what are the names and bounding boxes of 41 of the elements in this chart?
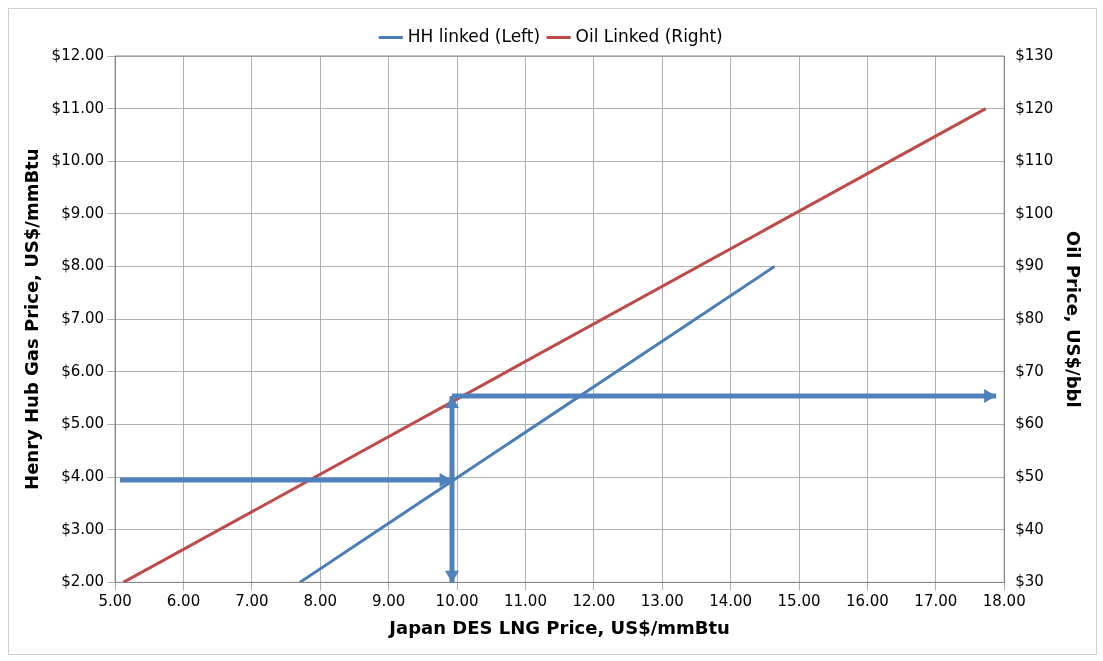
y-tick-label: $2.00 xyxy=(61,572,105,591)
x-tick-label: 9.00 xyxy=(371,592,406,611)
y2-tick-label: $100 xyxy=(1015,203,1054,222)
y-tick-label: $12.00 xyxy=(51,45,105,64)
legend-label: Oil Linked (Right) xyxy=(575,25,723,46)
x-tick-label: 18.00 xyxy=(982,592,1026,611)
y-tick-label: $5.00 xyxy=(61,414,105,433)
y2-tick-label: $40 xyxy=(1015,519,1044,538)
y2-axis-title: Oil Price, US$/bbl xyxy=(1062,230,1084,408)
y-tick-label: $11.00 xyxy=(51,98,105,117)
x-tick-label: 8.00 xyxy=(303,592,337,611)
y2-tick-label: $80 xyxy=(1015,309,1044,328)
x-tick-label: 15.00 xyxy=(777,592,821,611)
y2-tick-label: $90 xyxy=(1015,256,1044,275)
x-tick-label: 12.00 xyxy=(572,592,616,611)
y-tick-label: $7.00 xyxy=(61,309,105,328)
x-tick-label: 5.00 xyxy=(98,592,132,611)
y-axis-title: Henry Hub Gas Price, US$/mmBtu xyxy=(21,148,43,490)
y-tick-label: $8.00 xyxy=(61,256,105,275)
y2-tick-label: $30 xyxy=(1015,572,1044,591)
legend-label: HH linked (Left) xyxy=(407,25,541,46)
x-tick-label: 11.00 xyxy=(503,592,547,611)
y2-tick-label: $120 xyxy=(1015,98,1054,117)
y-tick-label: $3.00 xyxy=(61,519,105,538)
x-tick-label: 14.00 xyxy=(709,592,753,611)
x-tick-label: 6.00 xyxy=(166,592,201,611)
x-tick-label: 10.00 xyxy=(435,592,479,611)
x-tick-label: 7.00 xyxy=(235,592,269,611)
y2-tick-label: $50 xyxy=(1015,467,1044,486)
x-axis-title: Japan DES LNG Price, US$/mmBtu xyxy=(387,616,730,638)
y-tick-label: $4.00 xyxy=(61,467,105,486)
y2-tick-label: $70 xyxy=(1015,361,1044,380)
y2-tick-label: $110 xyxy=(1015,151,1054,170)
y-tick-label: $6.00 xyxy=(61,361,105,380)
y-tick-label: $10.00 xyxy=(51,151,105,170)
x-tick-label: 16.00 xyxy=(845,592,889,611)
y2-tick-label: $130 xyxy=(1015,45,1054,64)
y-tick-label: $9.00 xyxy=(61,203,105,222)
x-tick-label: 13.00 xyxy=(640,592,684,611)
x-tick-label: 17.00 xyxy=(914,592,958,611)
y2-tick-label: $60 xyxy=(1015,414,1044,433)
